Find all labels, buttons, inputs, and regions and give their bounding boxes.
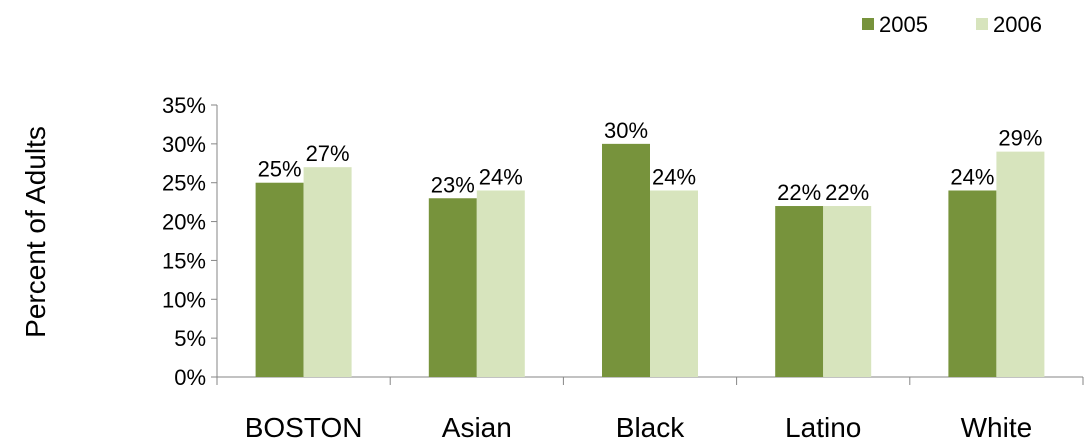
x-category-label: BOSTON [245,412,363,443]
y-tick-label: 10% [162,287,206,312]
data-label-2005: 30% [604,118,648,143]
data-label-2006: 24% [652,164,696,189]
bar-2005 [948,190,997,377]
data-label-2005: 23% [431,172,475,197]
y-tick-label: 20% [162,210,206,235]
bar-2005 [775,206,824,377]
bar-2006 [476,190,525,377]
axes: 0% 5% 10% 15% 20% 25% 30% 35% BOSTON Asian Black La… [162,93,1084,443]
bar-2005 [255,182,304,377]
y-tick-label: 25% [162,171,206,196]
bar-2006 [303,167,352,377]
y-tick-label: 15% [162,248,206,273]
legend-label-2005: 2005 [879,12,928,37]
y-tick-label: 0% [174,365,206,390]
legend-swatch-2005 [862,18,874,30]
x-category-label: White [961,412,1033,443]
data-label-2006: 27% [306,141,350,166]
bars [255,143,1045,377]
bar-2006 [823,206,872,377]
bar-2005 [428,198,477,377]
legend-label-2006: 2006 [993,12,1042,37]
data-label-2006: 29% [998,126,1042,151]
y-tick-label: 35% [162,93,206,118]
y-tick-label: 5% [174,326,206,351]
x-category-label: Latino [785,412,861,443]
y-tick-label: 30% [162,132,206,157]
x-category-label: Black [616,412,685,443]
data-label-2005: 25% [258,157,302,182]
legend-swatch-2006 [976,18,988,30]
x-category-label: Asian [442,412,512,443]
y-axis-label: Percent of Adults [20,126,51,338]
bar-2005 [602,143,650,377]
data-label-2005: 22% [777,180,821,205]
data-label-2005: 24% [950,164,994,189]
bar-2006 [650,190,698,377]
data-labels: 25%27%23% 24%30%24%22% 22%24%29% [258,118,1043,205]
data-label-2006: 22% [825,180,869,205]
legend: 2005 2006 [862,12,1042,37]
bar-2006 [996,151,1045,377]
data-label-2006: 24% [479,164,523,189]
